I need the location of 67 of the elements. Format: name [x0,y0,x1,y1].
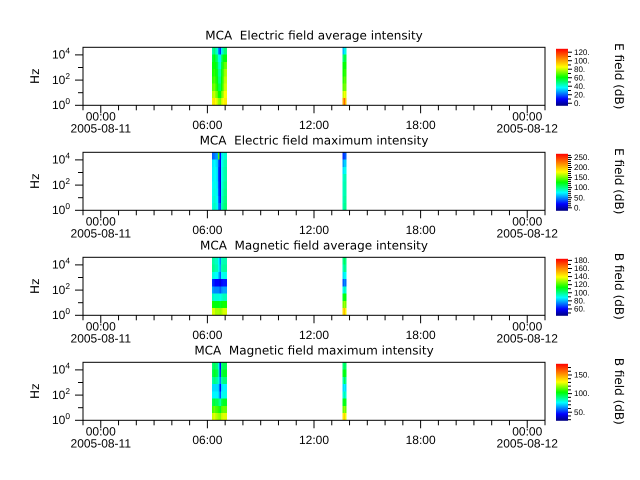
color-bar-label: 0. [574,98,581,108]
x-tick-label: 06:00 [192,432,223,447]
x-tick-label: 00:00 2005-08-11 [70,214,132,240]
x-tick-label: 12:00 [298,222,330,237]
x-tick-label: 18:00 [406,328,436,342]
y-tick-label: 10$^{0}$ [52,411,70,428]
y-tick-label: 10$^{4}$ [52,46,70,62]
x-tick-label: 00:00 2005-08-12 [496,214,558,240]
color-bar-title: B field (dB) [612,358,626,425]
y-tick-label: 10$^{2}$ [52,70,70,87]
x-tick-label: 06:00 [192,328,223,342]
x-tick-label: 00:00 2005-08-11 [70,424,132,450]
x-tick-label: 06:00 [192,118,223,132]
y-tick-label: 10$^{4}$ [52,256,70,272]
x-tick-label: 12:00 [298,432,330,447]
x-tick-label: 00:00 2005-08-11 [70,319,132,346]
x-tick-label: 18:00 [406,118,436,132]
color-bar-label: 40. [574,82,586,91]
chart-title: MCA Electric field average intensity [205,28,423,42]
x-tick-label: 00:00 2005-08-12 [496,109,558,136]
color-bar-label: 80. [574,296,586,306]
color-bar-label: 200. [574,163,590,172]
color-bar-title: B field (dB) [612,252,626,320]
chart-title: MCA Magnetic field average intensity [200,238,428,252]
color-bar-label: 100. [574,183,590,192]
chart-title: MCA Magnetic field maximum intensity [194,343,434,358]
color-bar-title: E field (dB) [612,43,626,110]
y-tick-label: 10$^{2}$ [52,386,70,402]
y-tick-label: 10$^{0}$ [52,306,70,322]
y-axis-title: Hz [28,384,42,399]
color-bar-label: 120. [574,48,590,57]
y-axis-title: Hz [28,174,42,189]
color-bar-label: 160. [574,264,590,274]
y-tick-label: 10$^{2}$ [52,280,70,297]
color-bar-label: 250. [574,152,590,162]
x-tick-label: 00:00 2005-08-12 [496,319,558,346]
color-bar-label: 180. [574,256,590,265]
color-bar-title: E field (dB) [612,148,626,214]
x-tick-label: 06:00 [192,222,223,237]
color-bar-label: 120. [574,280,590,290]
color-bar-label: 50. [574,408,586,417]
color-bar-label: 100. [574,56,590,66]
color-bar-label: 0. [574,203,581,212]
y-axis-title: Hz [28,68,42,84]
color-bar-label: 20. [574,90,586,100]
color-bar-label: 60. [574,304,586,314]
color-bar-label: 140. [574,272,590,282]
color-bar-label: 80. [574,64,586,74]
color-bar-label: 50. [574,193,586,202]
x-tick-label: 00:00 2005-08-11 [70,109,132,136]
y-tick-label: 10$^{0}$ [52,96,70,112]
x-tick-label: 12:00 [298,328,330,342]
x-tick-label: 18:00 [406,222,436,237]
y-tick-label: 10$^{2}$ [52,176,70,192]
color-bar-label: 150. [574,173,590,182]
color-bar-label: 60. [574,73,586,82]
color-bar-label: 100. [574,389,590,398]
y-tick-label: 10$^{0}$ [52,201,70,218]
chart-title: MCA Electric field maximum intensity [200,133,428,148]
x-tick-label: 00:00 2005-08-12 [496,424,558,450]
color-bar-label: 150. [574,370,590,380]
x-tick-label: 18:00 [406,432,436,447]
color-bar-label: 100. [574,288,590,298]
y-tick-label: 10$^{4}$ [52,360,70,377]
y-axis-title: Hz [28,278,42,294]
y-tick-label: 10$^{4}$ [52,150,70,167]
x-tick-label: 12:00 [298,118,330,132]
